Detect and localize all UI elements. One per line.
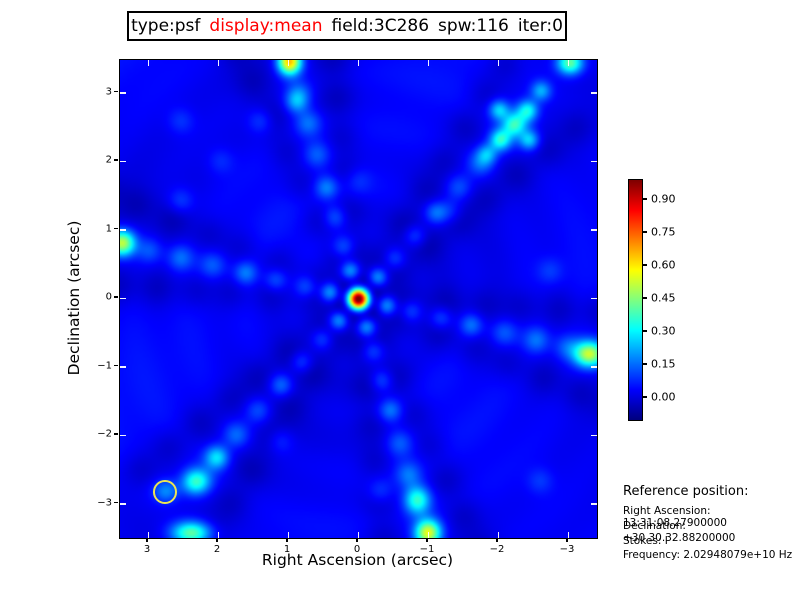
x-tick-mark bbox=[567, 60, 569, 66]
x-tick-label: 3 bbox=[143, 544, 151, 555]
y-tick-label: 2 bbox=[105, 154, 112, 166]
x-tick-label: 2 bbox=[213, 544, 221, 555]
x-tick-mark bbox=[357, 60, 359, 66]
title-segment: spw:116 bbox=[438, 16, 509, 36]
y-tick-mark bbox=[114, 364, 118, 367]
x-tick-mark bbox=[426, 538, 428, 542]
y-tick-mark bbox=[120, 92, 126, 94]
reference-position-heading: Reference position: bbox=[623, 484, 749, 499]
colorbar-tick-label: 0.00 bbox=[651, 390, 676, 404]
x-tick-label: −3 bbox=[559, 544, 575, 555]
y-tick-label: 3 bbox=[105, 86, 112, 97]
x-tick-label: −1 bbox=[419, 544, 435, 555]
y-tick-label: −2 bbox=[97, 428, 112, 440]
y-tick-mark bbox=[591, 297, 597, 299]
colorbar-tick-mark bbox=[642, 263, 647, 266]
x-tick-label: −2 bbox=[489, 544, 505, 555]
colorbar-tick-mark bbox=[642, 296, 647, 299]
y-tick-mark bbox=[120, 229, 126, 231]
x-tick-mark bbox=[217, 60, 219, 66]
x-tick-label: 1 bbox=[283, 544, 291, 555]
colorbar-tick-label: 0.30 bbox=[651, 324, 676, 338]
colorbar-tick-mark bbox=[642, 329, 647, 332]
x-tick-mark bbox=[427, 532, 429, 538]
x-tick-mark bbox=[497, 532, 499, 538]
y-tick-mark bbox=[114, 501, 118, 504]
y-tick-mark bbox=[120, 366, 126, 368]
reference-frequency-line: Frequency: 2.02948079e+10 Hz bbox=[623, 549, 793, 561]
x-tick-mark bbox=[146, 538, 148, 542]
y-tick-mark bbox=[114, 90, 118, 93]
x-tick-mark bbox=[217, 532, 219, 538]
x-tick-mark bbox=[566, 538, 568, 542]
y-tick-mark bbox=[591, 160, 597, 162]
y-tick-mark bbox=[591, 503, 597, 505]
y-tick-mark bbox=[591, 229, 597, 231]
x-tick-mark bbox=[147, 60, 149, 66]
y-tick-label: 0 bbox=[105, 291, 112, 303]
colorbar-tick-mark bbox=[642, 395, 647, 398]
x-tick-mark bbox=[567, 532, 569, 538]
y-tick-mark bbox=[120, 297, 126, 299]
colorbar-tick-label: 0.75 bbox=[651, 225, 676, 239]
x-tick-mark bbox=[496, 538, 498, 542]
y-tick-label: −3 bbox=[97, 497, 112, 508]
colorbar-tick-mark bbox=[642, 230, 647, 233]
y-tick-label: −1 bbox=[97, 360, 112, 371]
x-tick-mark bbox=[216, 538, 218, 542]
x-tick-mark bbox=[287, 60, 289, 66]
y-tick-mark bbox=[591, 366, 597, 368]
colorbar-tick-label: 0.60 bbox=[651, 258, 676, 272]
title-segment: display:mean bbox=[209, 16, 323, 36]
x-axis-label: Right Ascension (arcsec) bbox=[261, 551, 454, 569]
x-tick-mark bbox=[147, 532, 149, 538]
colorbar bbox=[628, 179, 643, 421]
reference-ra-line: Right Ascension: 13:31:08.27900000 bbox=[623, 505, 727, 529]
x-tick-mark bbox=[356, 538, 358, 542]
x-tick-mark bbox=[287, 532, 289, 538]
colorbar-tick-label: 0.45 bbox=[651, 291, 676, 305]
plot-title-box: type:psf display:mean field:3C286 spw:116 it… bbox=[127, 11, 567, 41]
colorbar-tick-label: 0.90 bbox=[651, 192, 676, 206]
reference-stokes-line: Stokes: I bbox=[623, 535, 668, 547]
x-tick-mark bbox=[497, 60, 499, 66]
y-tick-mark bbox=[114, 296, 118, 298]
y-tick-mark bbox=[114, 159, 118, 161]
y-tick-mark bbox=[120, 160, 126, 162]
region-marker-circle[interactable] bbox=[152, 479, 177, 504]
reference-dec-line: Declination: +30.30.32.88200000 bbox=[623, 520, 736, 544]
colorbar-tick-label: 0.15 bbox=[651, 357, 676, 371]
y-tick-mark bbox=[114, 227, 118, 230]
y-tick-mark bbox=[120, 503, 126, 505]
y-axis-label: Declination (arcsec) bbox=[65, 220, 83, 376]
psf-plot-frame bbox=[119, 59, 598, 539]
y-tick-mark bbox=[114, 433, 118, 435]
y-tick-label: 1 bbox=[105, 223, 112, 234]
colorbar-tick-mark bbox=[642, 362, 647, 365]
title-segment: iter:0 bbox=[517, 16, 563, 36]
psf-image[interactable] bbox=[120, 60, 597, 538]
x-tick-mark bbox=[427, 60, 429, 66]
x-tick-mark bbox=[286, 538, 288, 542]
colorbar-tick-mark bbox=[642, 197, 647, 200]
title-segment: field:3C286 bbox=[331, 16, 430, 36]
plot-title: type:psf display:mean field:3C286 spw:116 it… bbox=[131, 16, 563, 36]
y-tick-mark bbox=[591, 434, 597, 436]
x-tick-mark bbox=[357, 532, 359, 538]
y-tick-mark bbox=[120, 434, 126, 436]
title-segment: type:psf bbox=[131, 16, 201, 36]
y-tick-mark bbox=[591, 92, 597, 94]
x-tick-label: 0 bbox=[353, 544, 361, 555]
